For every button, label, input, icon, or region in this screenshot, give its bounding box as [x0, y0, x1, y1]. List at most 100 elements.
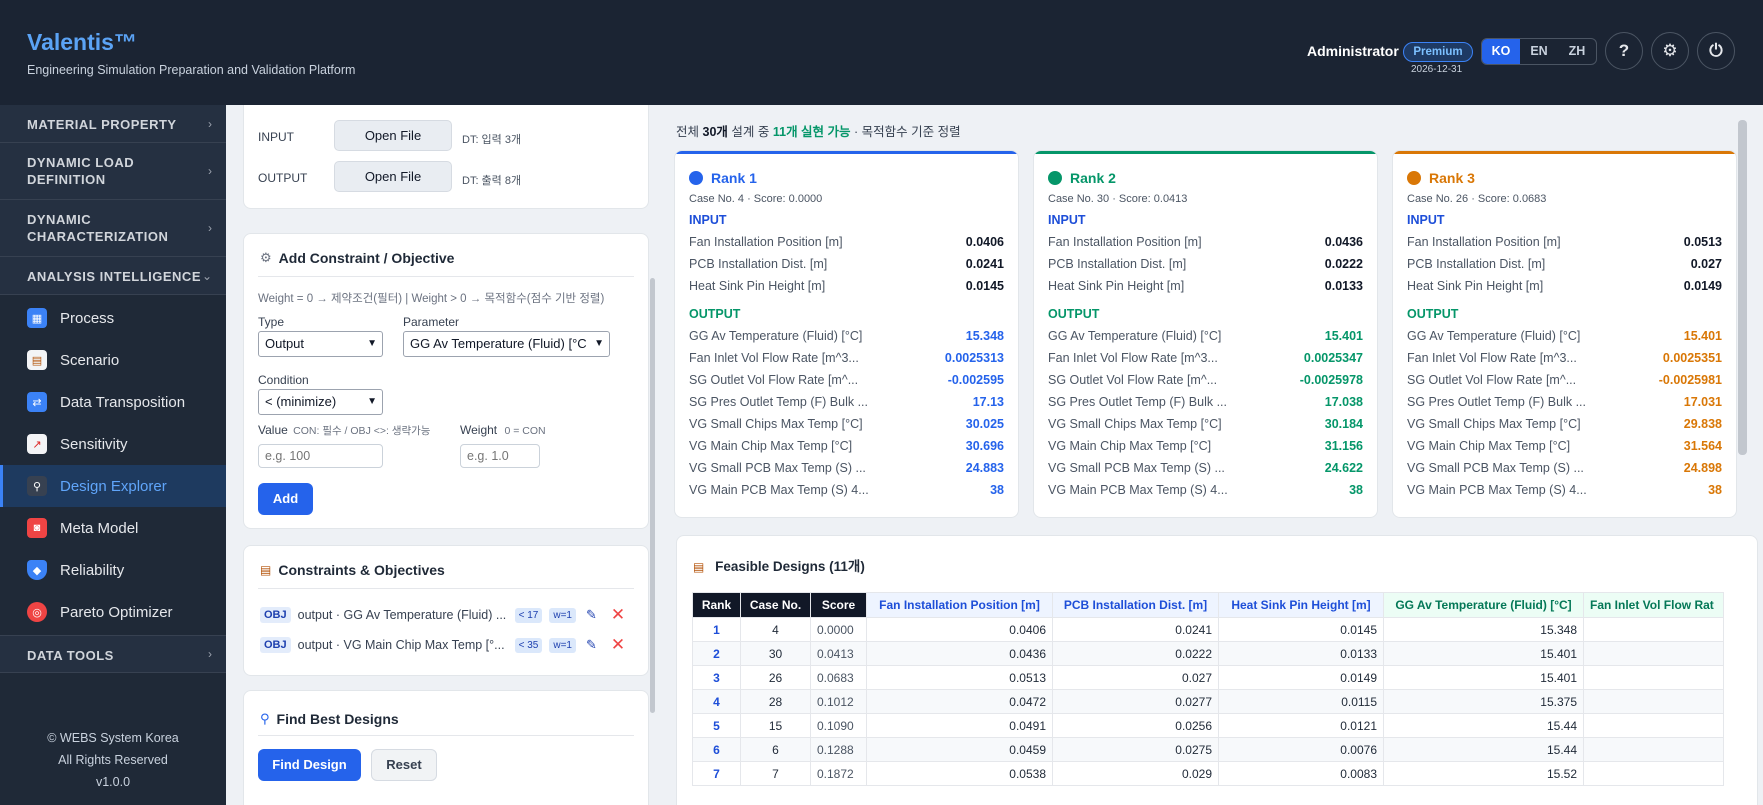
cell-pcb-dist: 0.0241 [1052, 617, 1219, 642]
find-design-button[interactable]: Find Design [258, 749, 361, 781]
sidebar-section-data-tools[interactable]: DATA TOOLS › [0, 635, 226, 673]
lang-zh-button[interactable]: ZH [1568, 44, 1586, 58]
output-row: VG Main Chip Max Temp [°C] 31.564 [1407, 436, 1722, 456]
param-name: SG Pres Outlet Temp (F) Bulk ... [1407, 395, 1586, 409]
table-row[interactable]: 2 30 0.0413 0.0436 0.0222 0.0133 15.401 [692, 641, 1724, 666]
sidebar-item-design-explorer[interactable]: ⚲ Design Explorer [0, 465, 226, 507]
constraint-text: output · VG Main Chip Max Temp [°... [297, 638, 505, 652]
reset-button[interactable]: Reset [371, 749, 437, 781]
parameter-select[interactable]: GG Av Temperature (Fluid) [°C ▼ [403, 331, 610, 357]
weight-input[interactable] [460, 444, 540, 468]
param-value: 17.038 [1324, 395, 1363, 409]
output-row: VG Small Chips Max Temp [°C] 29.838 [1407, 414, 1722, 434]
sidebar-item-sensitivity[interactable]: ↗ Sensitivity [0, 423, 226, 465]
chevron-right-icon: › [208, 647, 212, 661]
swap-icon: ⇄ [27, 392, 47, 412]
lang-ko-button[interactable]: KO [1482, 39, 1520, 64]
brand-logo[interactable]: Valentis™ [27, 29, 137, 55]
value-input[interactable] [258, 444, 383, 468]
output-row: VG Small PCB Max Temp (S) ... 24.883 [689, 458, 1004, 478]
microscope-icon: ⚲ [27, 476, 47, 496]
param-value: 31.564 [1683, 439, 1722, 453]
table-row[interactable]: 1 4 0.0000 0.0406 0.0241 0.0145 15.348 [692, 617, 1724, 642]
edit-icon[interactable]: ✎ [586, 607, 597, 622]
cell-case: 30 [740, 641, 811, 666]
param-name: GG Av Temperature (Fluid) [°C] [689, 329, 863, 343]
lang-en-button[interactable]: EN [1530, 44, 1548, 58]
rank-accent-bar [1393, 151, 1736, 154]
table-row[interactable]: 5 15 0.1090 0.0491 0.0256 0.0121 15.44 [692, 713, 1724, 738]
param-value: 38 [1708, 483, 1722, 497]
cell-heat-sink: 0.0145 [1218, 617, 1384, 642]
sidebar-item-meta-model[interactable]: ◙ Meta Model [0, 507, 226, 549]
power-icon[interactable]: ⏻ [1697, 32, 1735, 70]
sidebar-section-dynamic-characterization[interactable]: DYNAMIC CHARACTERIZATION › [0, 200, 226, 257]
rank-case-score: Case No. 4 · Score: 0.0000 [689, 193, 823, 205]
sidebar-item-reliability[interactable]: ◆ Reliability [0, 549, 226, 591]
objective-tag: OBJ [260, 637, 291, 653]
input-section-label: INPUT [1048, 213, 1086, 227]
left-panel-scrollbar[interactable] [650, 278, 655, 713]
rank-title-text: Rank 2 [1070, 170, 1116, 186]
value-label-row: Value CON: 필수 / OBJ <>: 생략가능 [258, 423, 430, 438]
results-scrollbar[interactable] [1738, 120, 1747, 455]
type-select[interactable]: Output ▼ [258, 331, 383, 357]
output-row: VG Small PCB Max Temp (S) ... 24.622 [1048, 458, 1363, 478]
edit-icon[interactable]: ✎ [586, 637, 597, 652]
param-name: VG Main Chip Max Temp [°C] [1407, 439, 1571, 453]
column-header-fan-inlet[interactable]: Fan Inlet Vol Flow Rat [1583, 592, 1724, 618]
help-icon[interactable]: ? [1605, 32, 1643, 70]
condition-select[interactable]: < (minimize) ▼ [258, 389, 383, 415]
param-value: 0.0436 [1324, 235, 1363, 249]
cell-case: 6 [740, 737, 811, 762]
column-header-heat-sink[interactable]: Heat Sink Pin Height [m] [1218, 592, 1384, 618]
sidebar-section-dynamic-load[interactable]: DYNAMIC LOAD DEFINITION › [0, 143, 226, 200]
param-name: VG Small Chips Max Temp [°C] [1407, 417, 1581, 431]
rank-title: Rank 3 [1407, 170, 1475, 186]
column-header-pcb-dist[interactable]: PCB Installation Dist. [m] [1052, 592, 1219, 618]
sidebar-item-scenario[interactable]: ▤ Scenario [0, 339, 226, 381]
section-label: ANALYSIS INTELLIGENCE [27, 269, 201, 284]
column-header-case[interactable]: Case No. [740, 592, 811, 618]
column-header-score[interactable]: Score [810, 592, 867, 618]
section-label: DYNAMIC LOAD DEFINITION [27, 155, 135, 187]
condition-chip: < 35 [514, 637, 543, 653]
sidebar-item-label: Reliability [60, 561, 125, 579]
feasible-count: 11개 실현 가능 [772, 125, 851, 139]
sidebar-section-analysis-intelligence[interactable]: ANALYSIS INTELLIGENCE ⌄ [0, 257, 226, 295]
rank-card[interactable]: Rank 1 Case No. 4 · Score: 0.0000 INPUT Fan… [674, 150, 1019, 518]
sidebar-item-process[interactable]: ▦ Process [0, 297, 226, 339]
constraint-text: output · GG Av Temperature (Fluid) ... [297, 608, 507, 622]
cell-fan-inlet [1583, 689, 1724, 714]
find-best-designs-card: ⚲ Find Best Designs Find Design Reset [243, 690, 649, 805]
language-switcher: KO EN ZH [1481, 38, 1597, 65]
section-label: DATA TOOLS [27, 648, 114, 663]
settings-icon[interactable]: ⚙ [1651, 32, 1689, 70]
delete-icon[interactable]: ✕ [610, 635, 626, 654]
sidebar-item-pareto-optimizer[interactable]: ◎ Pareto Optimizer [0, 591, 226, 633]
table-row[interactable]: 6 6 0.1288 0.0459 0.0275 0.0076 15.44 [692, 737, 1724, 762]
column-header-gg-temp[interactable]: GG Av Temperature (Fluid) [°C] [1383, 592, 1584, 618]
section-label: MATERIAL PROPERTY [27, 117, 177, 132]
rank-card[interactable]: Rank 3 Case No. 26 · Score: 0.0683 INPUT Fa… [1392, 150, 1737, 518]
section-label: DYNAMIC CHARACTERIZATION [27, 212, 169, 244]
table-row[interactable]: 4 28 0.1012 0.0472 0.0277 0.0115 15.375 [692, 689, 1724, 714]
rank-card[interactable]: Rank 2 Case No. 30 · Score: 0.0413 INPUT Fa… [1033, 150, 1378, 518]
column-header-rank[interactable]: Rank [692, 592, 741, 618]
cell-score: 0.1288 [810, 737, 867, 762]
add-button[interactable]: Add [258, 483, 313, 515]
copyright-text: © WEBS System Korea [47, 731, 179, 745]
cell-gg-temp: 15.401 [1383, 665, 1584, 690]
sidebar-item-data-transposition[interactable]: ⇄ Data Transposition [0, 381, 226, 423]
open-output-file-button[interactable]: Open File [334, 161, 452, 192]
sidebar-section-material-property[interactable]: MATERIAL PROPERTY › [0, 105, 226, 143]
param-value: 24.622 [1324, 461, 1363, 475]
column-header-fan-position[interactable]: Fan Installation Position [m] [866, 592, 1053, 618]
type-select-value: Output [265, 336, 305, 351]
open-input-file-button[interactable]: Open File [334, 120, 452, 151]
table-row[interactable]: 3 26 0.0683 0.0513 0.027 0.0149 15.401 [692, 665, 1724, 690]
output-row: Fan Inlet Vol Flow Rate [m^3... 0.0025313 [689, 348, 1004, 368]
delete-icon[interactable]: ✕ [610, 605, 626, 624]
table-row[interactable]: 7 7 0.1872 0.0538 0.029 0.0083 15.52 [692, 761, 1724, 786]
param-name: SG Outlet Vol Flow Rate [m^... [689, 373, 859, 387]
